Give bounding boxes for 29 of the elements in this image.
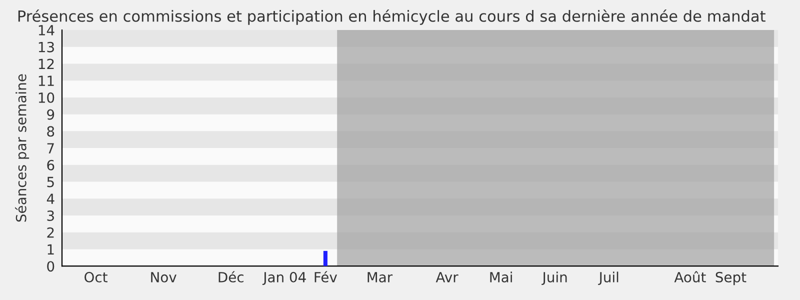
- y-tick-label: 7: [47, 143, 54, 154]
- y-tick-label: 14: [38, 25, 54, 36]
- y-tick-label: 1: [48, 244, 54, 255]
- y-tick-label: 10: [38, 92, 54, 103]
- y-tick-label: 9: [47, 109, 54, 120]
- y-tick-label: 3: [47, 210, 54, 221]
- y-tick-label: 4: [46, 194, 54, 204]
- chart-title: Présences en commissions et participation en hémicycle au cours d sa dernière année de mandat: [18, 9, 766, 25]
- x-tick-label: Août: [674, 271, 706, 282]
- x-tick-label: Avr: [436, 272, 458, 282]
- x-tick-label: Fév: [314, 271, 338, 282]
- x-tick-label: Juin: [542, 272, 567, 285]
- x-tick-label: Oct: [84, 272, 108, 282]
- x-tick-label: Mai: [490, 272, 512, 282]
- y-tick-label: 11: [38, 76, 54, 86]
- y-tick-label: 6: [47, 160, 54, 170]
- y-axis-title: Séances par semaine: [15, 74, 30, 222]
- x-tick-label: Juil: [598, 272, 618, 285]
- x-tick-label: Nov: [151, 272, 176, 282]
- x-tick-label: Jan 04: [262, 272, 306, 285]
- y-tick-label: 5: [47, 176, 54, 188]
- y-tick-label: 0: [47, 261, 54, 272]
- x-tick-label: Sept: [716, 272, 746, 286]
- y-tick-label: 8: [47, 126, 54, 137]
- y-tick-label: 2: [47, 227, 54, 238]
- x-tick-label: Déc: [218, 271, 244, 282]
- y-tick-label: 13: [38, 42, 54, 52]
- y-tick-label: 12: [38, 58, 54, 70]
- x-tick-label: Mar: [368, 272, 393, 282]
